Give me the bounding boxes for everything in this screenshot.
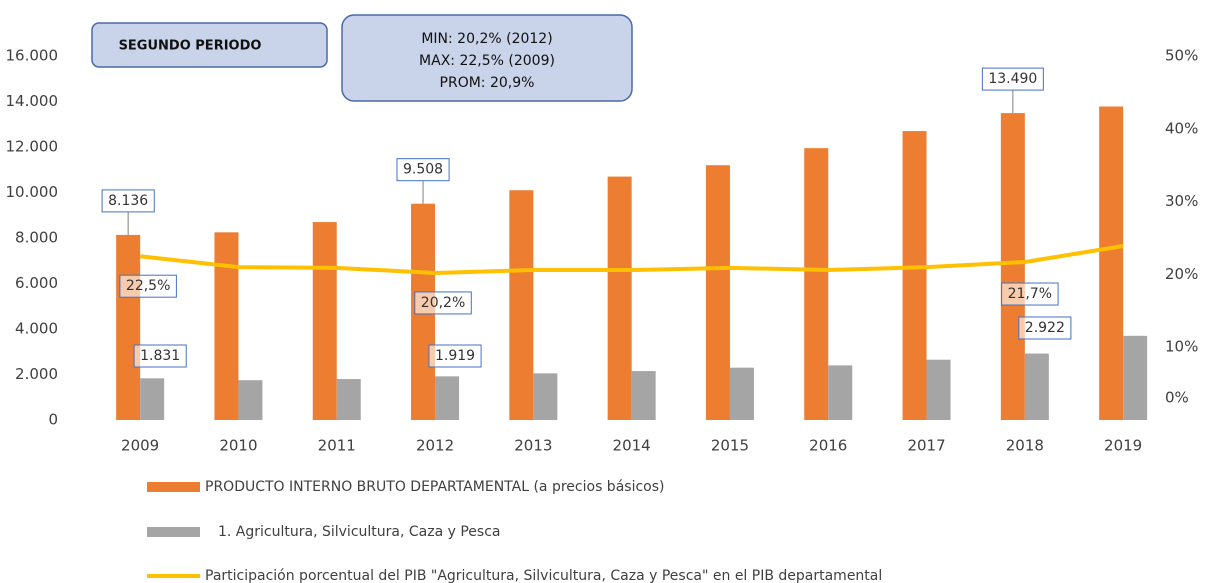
- y2-tick-label: 0%: [1165, 389, 1189, 407]
- bar: [238, 380, 263, 420]
- x-tick-label: 2010: [219, 437, 257, 455]
- x-tick-label: 2016: [809, 437, 847, 455]
- annotation-box: [91, 22, 328, 68]
- bar: [140, 378, 165, 420]
- line: [139, 244, 1124, 275]
- x-tick-label: 2014: [613, 437, 651, 455]
- annotation: SEGUNDO PERIODO: [119, 39, 262, 54]
- y-tick-label: 0: [48, 411, 58, 429]
- x-tick-label: 2013: [514, 437, 552, 455]
- data-label: 20,2%: [414, 291, 472, 315]
- data-label: 13.490: [981, 67, 1044, 114]
- data-label-text: 1.831: [140, 348, 180, 364]
- data-label-text: 22,5%: [126, 278, 170, 294]
- data-label: 2.922: [1018, 316, 1072, 340]
- data-label: 1.919: [428, 344, 482, 368]
- data-label-box: [133, 344, 187, 368]
- bar: [312, 222, 337, 420]
- y-tick-label: 16.000: [6, 47, 59, 65]
- data-label-text: 13.490: [988, 71, 1037, 87]
- x-tick-label: 2009: [121, 437, 159, 455]
- data-label: 8.136: [101, 189, 155, 235]
- data-label: 9.508: [396, 158, 450, 204]
- x-tick-label: 2011: [318, 437, 356, 455]
- bar: [828, 365, 853, 420]
- bar: [336, 379, 361, 420]
- legend-label: Participación porcentual del PIB "Agricu…: [205, 568, 882, 583]
- data-label-text: 21,7%: [1008, 286, 1052, 302]
- y2-tick-label: 10%: [1165, 338, 1198, 356]
- data-label-box: [119, 274, 177, 298]
- data-label-text: 8.136: [108, 193, 148, 209]
- bar: [631, 371, 656, 420]
- bar: [729, 367, 754, 420]
- bar: [902, 131, 927, 420]
- bar: [607, 176, 632, 420]
- bar: [509, 190, 534, 420]
- data-label-box: [1018, 316, 1072, 340]
- data-label-text: 1.919: [435, 348, 475, 364]
- legend-swatch: [147, 482, 200, 492]
- y2-tick-label: 20%: [1165, 265, 1198, 283]
- data-label: 22,5%: [119, 274, 177, 298]
- annotation-box: [341, 14, 633, 102]
- legend-swatch: [147, 527, 200, 537]
- data-label-box: [414, 291, 472, 315]
- annotation: MAX: 22,5% (2009): [419, 53, 555, 69]
- data-label-text: 20,2%: [421, 295, 465, 311]
- bar: [533, 373, 558, 420]
- bar: [926, 359, 951, 420]
- bar: [1024, 353, 1049, 420]
- x-tick-label: 2017: [907, 437, 945, 455]
- x-tick-label: 2012: [416, 437, 454, 455]
- legend-label: PRODUCTO INTERNO BRUTO DEPARTAMENTAL (a …: [205, 479, 664, 495]
- data-label-text: 2.922: [1025, 320, 1065, 336]
- bar: [804, 148, 829, 420]
- bar: [116, 234, 141, 420]
- bar: [1099, 106, 1124, 420]
- y-tick-label: 4.000: [15, 320, 58, 338]
- bar: [705, 165, 730, 420]
- bar: [435, 376, 460, 420]
- y-tick-label: 12.000: [6, 138, 59, 156]
- x-tick-label: 2018: [1006, 437, 1044, 455]
- bar: [1123, 335, 1148, 420]
- data-label: 21,7%: [1001, 282, 1059, 306]
- y2-tick-label: 40%: [1165, 119, 1198, 137]
- legend-label: 1. Agricultura, Silvicultura, Caza y Pes…: [218, 524, 500, 540]
- x-tick-label: 2015: [711, 437, 749, 455]
- bar: [214, 232, 239, 420]
- y-tick-label: 10.000: [6, 183, 59, 201]
- y-tick-label: 14.000: [6, 92, 59, 110]
- data-label-text: 9.508: [403, 162, 443, 178]
- data-label-box: [428, 344, 482, 368]
- y-tick-label: 8.000: [15, 229, 58, 247]
- y2-tick-label: 30%: [1165, 192, 1198, 210]
- x-tick-label: 2019: [1104, 437, 1142, 455]
- y2-tick-label: 50%: [1165, 47, 1198, 65]
- y-tick-label: 2.000: [15, 365, 58, 383]
- bar: [1000, 113, 1025, 420]
- data-label-box: [1001, 282, 1059, 306]
- annotation: MIN: 20,2% (2012): [421, 31, 552, 47]
- y-tick-label: 6.000: [15, 274, 58, 292]
- data-label: 1.831: [133, 344, 187, 368]
- annotation: PROM: 20,9%: [440, 75, 535, 91]
